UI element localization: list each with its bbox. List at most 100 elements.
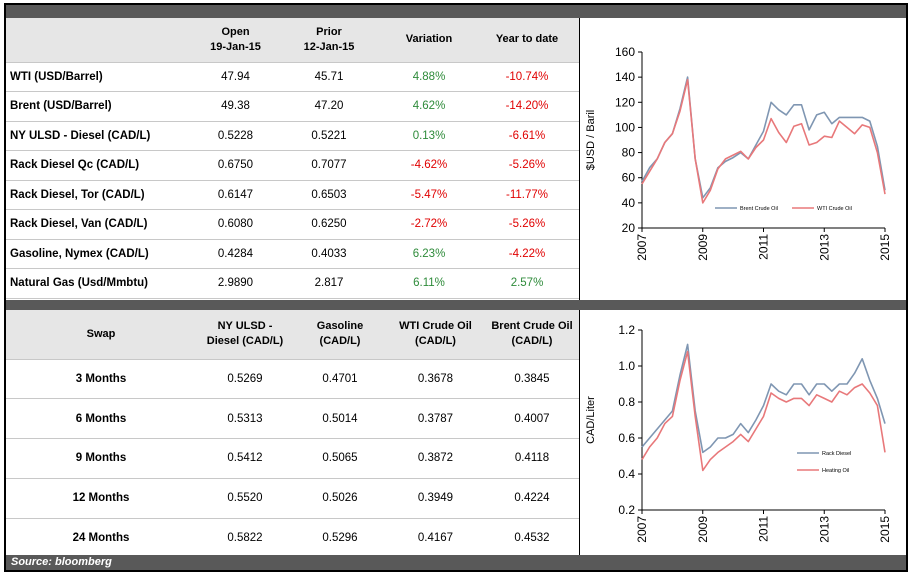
ytd-value: -11.77% xyxy=(475,180,579,210)
price-table-header: Open 19-Jan-15 Prior 12-Jan-15 Variation Y… xyxy=(6,18,579,63)
swap-term: 3 Months xyxy=(6,359,196,400)
open-value: 0.6080 xyxy=(196,209,275,240)
variation-value: -2.72% xyxy=(383,209,475,240)
header-wti: WTI Crude Oil (CAD/L) xyxy=(386,310,485,360)
header-open-date: 19-Jan-15 xyxy=(210,40,261,53)
variation-value: -4.62% xyxy=(383,150,475,181)
y-tick-label: 160 xyxy=(615,45,635,59)
brent-value: 0.4532 xyxy=(485,518,579,559)
y-tick-label: 80 xyxy=(622,146,636,160)
x-tick-label: 2011 xyxy=(757,234,771,260)
header-open-label: Open xyxy=(221,25,250,38)
ulsd-value: 0.5313 xyxy=(196,398,294,440)
y-tick-label: 100 xyxy=(615,120,635,134)
variation-value: 6.11% xyxy=(383,268,475,299)
ulsd-value: 0.5520 xyxy=(196,478,294,519)
series-line-b xyxy=(641,78,886,204)
y-tick-label: 120 xyxy=(615,95,635,109)
price-row: Rack Diesel Qc (CAD/L) 0.6750 0.7077 -4.62%… xyxy=(6,150,579,181)
wti-value: 0.3787 xyxy=(386,398,485,440)
x-tick-label: 2007 xyxy=(635,516,649,543)
source-note: Source: bloomberg xyxy=(6,555,906,570)
series-line-a xyxy=(641,76,886,199)
y-axis-label: CAD/Liter xyxy=(585,396,597,444)
y-tick-label: 20 xyxy=(622,221,636,235)
header-prior: Prior 12-Jan-15 xyxy=(275,18,383,63)
swap-table-header: Swap NY ULSD - Diesel (CAD/L) Gasoline (CA… xyxy=(6,310,579,360)
brent-value: 0.4007 xyxy=(485,398,579,440)
x-tick-label: 2009 xyxy=(696,516,710,543)
ulsd-value: 0.5412 xyxy=(196,438,294,479)
swap-term: 9 Months xyxy=(6,438,196,479)
legend-label: Rack Diesel xyxy=(822,451,851,457)
brent-value: 0.4118 xyxy=(485,438,579,479)
header-blank xyxy=(6,18,196,63)
ytd-value: -4.22% xyxy=(475,239,579,269)
swap-term: 12 Months xyxy=(6,478,196,519)
price-row: NY ULSD - Diesel (CAD/L) 0.5228 0.5221 0.13… xyxy=(6,121,579,151)
swap-table-body: 3 Months 0.5269 0.4701 0.3678 0.3845 6 Months… xyxy=(6,359,579,559)
wti-value: 0.4167 xyxy=(386,518,485,559)
ytd-value: -5.26% xyxy=(475,209,579,240)
header-ulsd: NY ULSD - Diesel (CAD/L) xyxy=(196,310,294,360)
variation-value: 4.88% xyxy=(383,62,475,92)
wti-value: 0.3949 xyxy=(386,478,485,519)
series-line-b xyxy=(641,350,886,472)
brent-value: 0.3845 xyxy=(485,359,579,400)
price-row: Rack Diesel, Van (CAD/L) 0.6080 0.6250 -2.7… xyxy=(6,209,579,240)
top-bar xyxy=(6,5,906,18)
ytd-value: -14.20% xyxy=(475,91,579,122)
header-wti-line1: WTI Crude Oil xyxy=(399,320,472,333)
swap-table: Swap NY ULSD - Diesel (CAD/L) Gasoline (CA… xyxy=(6,310,579,559)
ytd-value: -5.26% xyxy=(475,150,579,181)
prior-value: 0.4033 xyxy=(275,239,383,269)
oil-price-chart-svg: 20 40 60 80 100 120 140 160 2007 2009 2011 2013 2015… xyxy=(585,45,892,261)
header-gasoline: Gasoline (CAD/L) xyxy=(294,310,386,360)
header-brent-line2: (CAD/L) xyxy=(511,335,553,348)
open-value: 0.4284 xyxy=(196,239,275,269)
price-label: Rack Diesel Qc (CAD/L) xyxy=(6,150,196,181)
gasoline-value: 0.5065 xyxy=(294,438,386,479)
price-label: Gasoline, Nymex (CAD/L) xyxy=(6,239,196,269)
price-label: Brent (USD/Barrel) xyxy=(6,91,196,122)
y-tick-label: 60 xyxy=(622,171,636,185)
legend-label: Brent Crude Oil xyxy=(740,206,778,212)
ulsd-value: 0.5269 xyxy=(196,359,294,400)
header-wti-line2: (CAD/L) xyxy=(415,335,456,348)
y-tick-label: 1.0 xyxy=(618,359,635,373)
legend-label: WTI Crude Oil xyxy=(817,206,852,212)
gasoline-value: 0.5296 xyxy=(294,518,386,559)
wti-value: 0.3678 xyxy=(386,359,485,400)
swap-row: 6 Months 0.5313 0.5014 0.3787 0.4007 xyxy=(6,398,579,440)
oil-price-chart: 20 40 60 80 100 120 140 160 2007 2009 2011 2013 2015… xyxy=(582,20,906,298)
x-tick-label: 2011 xyxy=(757,516,771,542)
variation-value: 6.23% xyxy=(383,239,475,269)
price-label: Rack Diesel, Tor (CAD/L) xyxy=(6,180,196,210)
x-tick-label: 2013 xyxy=(817,234,831,261)
y-tick-label: 1.2 xyxy=(618,323,635,337)
header-gasoline-line2: (CAD/L) xyxy=(319,335,361,348)
gasoline-value: 0.4701 xyxy=(294,359,386,400)
price-row: Brent (USD/Barrel) 49.38 47.20 4.62% -14.20% xyxy=(6,91,579,122)
header-open: Open 19-Jan-15 xyxy=(196,18,275,63)
header-ulsd-line2: Diesel (CAD/L) xyxy=(206,335,284,348)
prior-value: 0.6503 xyxy=(275,180,383,210)
variation-value: 4.62% xyxy=(383,91,475,122)
header-prior-date: 12-Jan-15 xyxy=(303,40,355,53)
legend-label: Heating Oil xyxy=(822,468,849,474)
header-gasoline-line1: Gasoline xyxy=(316,320,364,333)
prior-value: 0.6250 xyxy=(275,209,383,240)
header-brent: Brent Crude Oil (CAD/L) xyxy=(485,310,579,360)
y-tick-label: 0.8 xyxy=(618,395,635,409)
prior-value: 47.20 xyxy=(275,91,383,122)
swap-row: 24 Months 0.5822 0.5296 0.4167 0.4532 xyxy=(6,518,579,559)
y-tick-label: 40 xyxy=(622,196,636,210)
x-tick-label: 2009 xyxy=(696,234,710,261)
open-value: 2.9890 xyxy=(196,268,275,299)
open-value: 0.5228 xyxy=(196,121,275,151)
variation-value: 0.13% xyxy=(383,121,475,151)
header-prior-label: Prior xyxy=(316,25,342,38)
header-brent-line1: Brent Crude Oil xyxy=(491,320,573,333)
series-line-a xyxy=(641,343,886,454)
header-variation: Variation xyxy=(383,18,475,63)
